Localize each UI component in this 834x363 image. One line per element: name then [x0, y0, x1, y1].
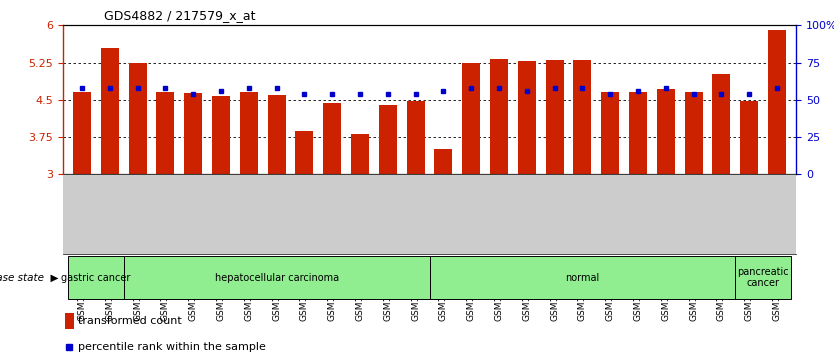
Text: transformed count: transformed count — [78, 316, 182, 326]
Text: pancreatic
cancer: pancreatic cancer — [737, 267, 789, 289]
Bar — [490, 59, 508, 174]
Bar — [157, 93, 174, 174]
Bar — [601, 93, 619, 174]
Text: GDS4882 / 217579_x_at: GDS4882 / 217579_x_at — [104, 9, 256, 22]
Text: normal: normal — [565, 273, 600, 283]
Bar — [351, 134, 369, 174]
Bar — [736, 256, 791, 299]
Bar — [518, 61, 535, 174]
Bar — [462, 62, 480, 174]
Bar — [407, 101, 425, 174]
Bar — [768, 30, 786, 174]
Bar — [184, 93, 202, 174]
Text: gastric cancer: gastric cancer — [61, 273, 131, 283]
Bar — [656, 89, 675, 174]
Bar — [68, 256, 123, 299]
Bar — [123, 256, 430, 299]
Bar — [430, 256, 736, 299]
Bar — [741, 101, 758, 174]
Bar — [685, 93, 702, 174]
Bar — [212, 96, 230, 174]
Text: disease state  ▶: disease state ▶ — [0, 273, 58, 283]
Bar — [324, 103, 341, 174]
Text: percentile rank within the sample: percentile rank within the sample — [78, 342, 266, 352]
Bar — [712, 74, 731, 174]
Bar — [73, 93, 91, 174]
Bar — [101, 48, 118, 174]
Bar — [379, 105, 397, 174]
Bar — [64, 313, 73, 330]
Bar — [435, 150, 452, 174]
Bar — [268, 95, 285, 174]
Bar — [629, 93, 647, 174]
Bar — [574, 60, 591, 174]
Bar — [240, 93, 258, 174]
Bar — [128, 62, 147, 174]
Bar — [545, 60, 564, 174]
Text: hepatocellular carcinoma: hepatocellular carcinoma — [214, 273, 339, 283]
Bar — [295, 131, 314, 174]
